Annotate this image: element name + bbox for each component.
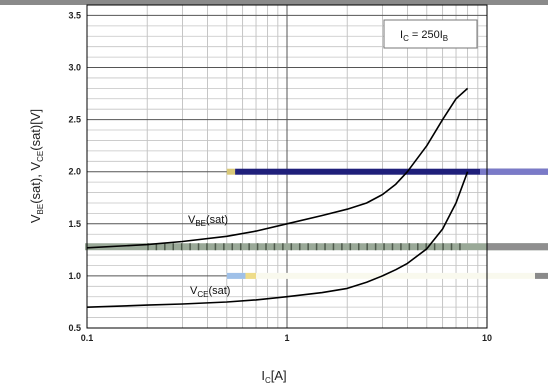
band-green-tick	[324, 243, 326, 251]
band-green-tick	[248, 243, 250, 251]
series-label-part: V	[190, 285, 198, 297]
band-green-tick	[214, 243, 217, 251]
band-blue-start	[226, 168, 236, 175]
band-green-tick	[315, 243, 318, 251]
band-blue	[235, 168, 548, 175]
band-green-tick	[425, 243, 427, 251]
band-green-tick	[358, 243, 360, 251]
x-tick-label: 1	[284, 333, 289, 343]
band-green-tick	[290, 243, 293, 251]
band-blue-fade	[480, 168, 548, 175]
annotation-box	[383, 19, 478, 49]
top-border-strip	[0, 0, 548, 5]
x-axis-label-part: [A]	[271, 368, 287, 383]
y-tick-label: 3.0	[68, 63, 81, 73]
band-green-tick	[433, 243, 436, 251]
band-green-tick	[349, 243, 352, 251]
series-line-vce	[86, 171, 469, 308]
band-green-tick	[206, 243, 208, 251]
series-label-sub: CE	[197, 290, 208, 299]
band-green-tick	[231, 243, 234, 251]
band-green-tick	[189, 243, 191, 251]
band-green-tick	[164, 243, 166, 251]
band-green-tick	[400, 243, 402, 251]
x-axis-label: IC[A]	[261, 368, 286, 385]
annotation-part: = 250I	[409, 29, 443, 41]
y-axis-label-sub: BE	[36, 204, 45, 215]
band-green-end	[487, 243, 548, 251]
annotation-sub: C	[403, 34, 409, 43]
band-green-tick	[172, 243, 175, 251]
band-green-tick	[298, 243, 301, 251]
series-lines	[86, 87, 469, 308]
band-green-tick	[180, 243, 183, 251]
band-green-tick	[450, 243, 453, 251]
annotation-text: IC = 250IB	[400, 29, 448, 43]
band-green-tick	[155, 243, 158, 251]
series-label-part: (sat)	[206, 214, 228, 226]
band-light-mid	[245, 272, 257, 279]
y-tick-label: 1.5	[68, 219, 81, 229]
band-light-end	[535, 272, 548, 279]
y-tick-label: 0.5	[68, 323, 81, 333]
annotation-sub: B	[443, 34, 448, 43]
band-green-tick	[239, 243, 242, 251]
band-green-tick	[307, 243, 309, 251]
series-label-part: V	[188, 214, 196, 226]
band-green-tick	[366, 243, 368, 251]
band-green-tick	[197, 243, 200, 251]
band-green-tick	[223, 243, 225, 251]
x-axis-label-part: I	[261, 368, 265, 383]
band-green-tick	[265, 243, 267, 251]
series-label-sub: BE	[195, 219, 206, 228]
band-green-tick	[256, 243, 259, 251]
y-tick-label: 2.0	[68, 167, 81, 177]
series-label-vbe: VBE(sat)	[188, 214, 228, 228]
band-green-tick	[273, 243, 276, 251]
y-axis-label-part: (sat)[V]	[28, 109, 43, 151]
series-label-vce: VCE(sat)	[190, 285, 230, 299]
plot-frame	[86, 4, 488, 329]
y-axis-label-part: V	[28, 214, 43, 223]
band-light-start	[226, 272, 246, 279]
band-green-tick	[147, 243, 149, 251]
y-tick-label: 2.5	[68, 115, 81, 125]
series-label-part: (sat)	[208, 285, 230, 297]
band-green-tick	[282, 243, 284, 251]
series-line-vbe	[86, 87, 469, 249]
y-tick-label: 1.0	[68, 271, 81, 281]
x-tick-label: 10	[482, 333, 492, 343]
y-axis-label-sub: CE	[36, 151, 45, 162]
x-axis-label-sub: C	[265, 376, 271, 385]
band-green-tick	[341, 243, 343, 251]
y-axis-label: VBE(sat), VCE(sat)[V]	[28, 109, 45, 223]
band-green-tick	[383, 243, 385, 251]
band-green-tick	[391, 243, 394, 251]
band-green-tick	[332, 243, 335, 251]
y-axis-label-part: (sat), V	[28, 162, 43, 204]
band-green-tick	[374, 243, 377, 251]
x-tick-label: 0.1	[81, 333, 94, 343]
band-green-tick	[417, 243, 419, 251]
band-green-tick	[459, 243, 461, 251]
y-tick-label: 3.5	[68, 10, 81, 20]
band-green-tick	[442, 243, 444, 251]
annotation-part: I	[400, 29, 403, 41]
tick-labels: 0.1 1 10 0.5 1.0 1.5 2.0 2.5 3.0 3.5	[68, 10, 492, 343]
band-green-tick	[408, 243, 411, 251]
